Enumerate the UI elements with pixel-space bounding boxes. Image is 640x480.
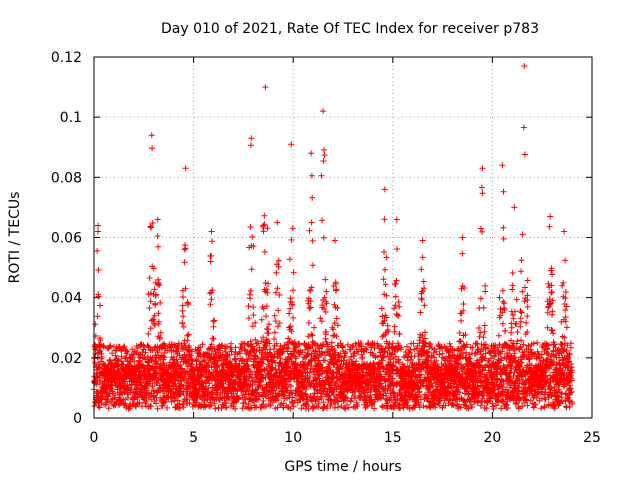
peak-point	[94, 222, 101, 229]
y-tick-label: 0.04	[51, 291, 82, 307]
x-tick-label: 15	[384, 430, 402, 446]
x-tick-label: 20	[483, 430, 501, 446]
y-tick-label: 0.06	[51, 231, 82, 247]
x-tick-label: 10	[284, 430, 302, 446]
peak-point	[332, 237, 339, 244]
peak-point	[288, 141, 295, 148]
x-tick-label: 5	[189, 430, 198, 446]
peak-point	[148, 132, 155, 139]
peak-point	[308, 150, 315, 157]
y-tick-label: 0.1	[60, 110, 82, 126]
y-axis-label: ROTI / TECUs	[7, 192, 23, 284]
peak-point	[208, 228, 215, 235]
y-tick-label: 0.02	[51, 351, 82, 367]
x-tick-label: 0	[90, 430, 99, 446]
peak-point	[182, 165, 189, 172]
peak-point	[320, 108, 327, 115]
peak-point	[274, 219, 281, 226]
y-tick-label: 0.08	[51, 170, 82, 186]
peak-point	[154, 216, 161, 223]
x-tick-label: 25	[583, 430, 601, 446]
chart-title: Day 010 of 2021, Rate Of TEC Index for r…	[161, 21, 539, 37]
data-points	[91, 63, 575, 412]
axis-ticks: 0 5 10 15 20 25 0 0.02 0.04 0.06 0.08 0.1 0.12	[51, 50, 601, 446]
peak-point	[381, 186, 388, 193]
y-tick-label: 0.12	[51, 50, 82, 66]
peak-point	[459, 234, 466, 241]
peak-point	[262, 84, 269, 91]
peak-point	[419, 237, 426, 244]
peak-point	[499, 162, 506, 169]
y-tick-label: 0	[73, 411, 82, 427]
peak-point	[393, 216, 400, 223]
peak-point	[511, 204, 518, 211]
peak-point	[479, 165, 486, 172]
x-axis-label: GPS time / hours	[284, 459, 401, 475]
peak-point	[521, 63, 528, 70]
peak-point	[561, 228, 568, 235]
peak-point	[248, 135, 255, 142]
peak-point	[547, 213, 554, 220]
